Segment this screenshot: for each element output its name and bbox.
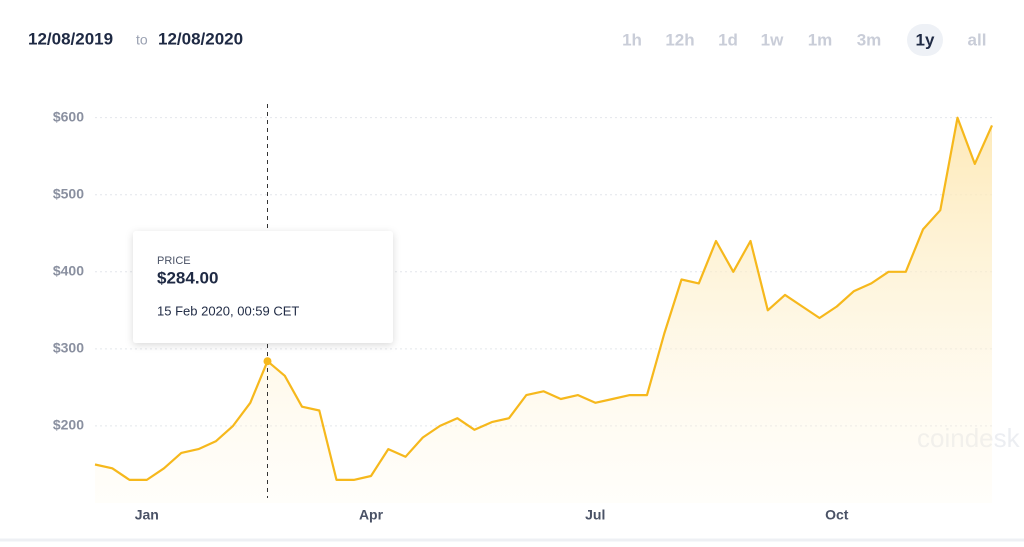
x-tick-label: Oct [825,507,849,523]
y-tick-label: $500 [53,185,84,201]
x-tick-label: Jul [585,507,605,523]
range-button[interactable]: 1m [808,30,833,49]
range-button[interactable]: 3m [857,30,882,49]
area [95,117,992,503]
hover-dot [263,357,272,366]
line [94,116,994,481]
y-tick-label: $200 [53,417,84,433]
date-sep: to [136,32,148,48]
range-button[interactable]: 1h [622,30,642,49]
range-button[interactable]: 12h [665,30,694,49]
range-button[interactable]: 1w [761,30,784,49]
range-button[interactable]: 1y [916,30,935,49]
y-tick-label: $300 [53,340,84,356]
date-from: 12/08/2019 [28,29,113,48]
tooltip-value: $284.00 [157,268,218,287]
range-button-bg [907,24,943,56]
x-tick-label: Jan [135,507,159,523]
range-button[interactable]: 1d [718,30,738,49]
tooltip-box [133,231,393,343]
y-tick-label: $400 [53,263,84,279]
tooltip-time: 15 Feb 2020, 00:59 CET [157,303,299,318]
y-tick-label: $600 [53,108,84,124]
tooltip-label: PRICE [157,255,191,267]
range-button[interactable]: all [968,30,987,49]
x-tick-label: Apr [359,507,384,523]
date-to: 12/08/2020 [158,29,243,48]
